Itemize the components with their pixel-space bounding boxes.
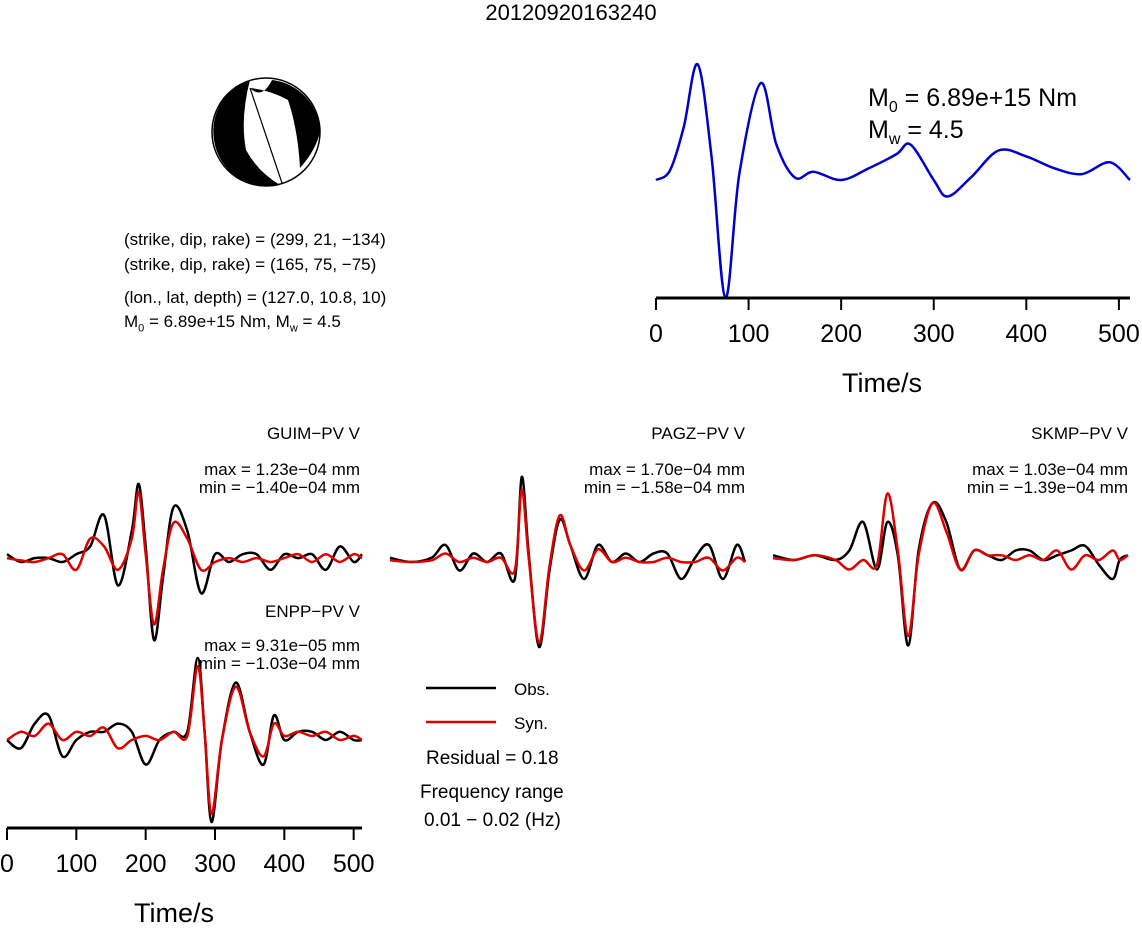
obs-line <box>772 500 1129 647</box>
frequency-value: 0.01 − 0.02 (Hz) <box>424 810 561 831</box>
stf-m0-label: M0 = 6.89e+15 Nm <box>868 84 1078 116</box>
bottom-tick-label: 100 <box>55 850 97 878</box>
stf-line <box>655 63 1131 300</box>
station-name: PAGZ−PV V <box>651 424 745 443</box>
station-name: GUIM−PV V <box>266 424 360 443</box>
station-max: max = 1.03e−04 mm <box>972 460 1128 479</box>
station-min: min = −1.58e−04 mm <box>583 478 745 497</box>
bottom-tick-label: 400 <box>263 850 305 878</box>
syn-line <box>389 488 746 645</box>
station-min: min = −1.39e−04 mm <box>966 478 1128 497</box>
station-name: SKMP−PV V <box>1031 424 1128 443</box>
stf-tick-label: 100 <box>728 320 770 348</box>
syn-line <box>6 490 363 626</box>
nodal-plane-2: (strike, dip, rake) = (165, 75, −75) <box>124 255 377 274</box>
beachball-icon <box>211 77 321 187</box>
station-name: ENPP−PV V <box>265 602 360 621</box>
bottom-tick-label: 500 <box>333 850 375 878</box>
stf-x-axis-label: Time/s <box>842 368 922 398</box>
stf-tick-label: 300 <box>913 320 955 348</box>
station-max: max = 1.23e−04 mm <box>204 460 360 479</box>
bottom-tick-label: 0 <box>0 850 14 878</box>
moment-info: M0 = 6.89e+15 Nm, Mw = 4.5 <box>124 312 341 335</box>
stf-tick-label: 200 <box>820 320 862 348</box>
obs-line <box>6 482 363 642</box>
station-max: max = 9.31e−05 mm <box>204 636 360 655</box>
frequency-title: Frequency range <box>420 782 564 803</box>
legend-obs-label: Obs. <box>514 680 550 699</box>
location-depth: (lon., lat, depth) = (127.0, 10.8, 10) <box>124 288 387 307</box>
stf-tick-label: 400 <box>1005 320 1047 348</box>
syn-line <box>6 664 363 816</box>
station-max: max = 1.70e−04 mm <box>589 460 745 479</box>
station-min: min = −1.40e−04 mm <box>198 478 360 497</box>
figure-title: 20120920163240 <box>485 0 657 25</box>
legend-syn-label: Syn. <box>514 714 549 733</box>
stf-tick-label: 0 <box>649 320 663 348</box>
residual-label: Residual = 0.18 <box>426 748 559 769</box>
syn-line <box>772 492 1129 638</box>
bottom-x-axis-label: Time/s <box>134 898 214 928</box>
bottom-tick-label: 200 <box>125 850 167 878</box>
bottom-tick-label: 300 <box>194 850 236 878</box>
stf-mw-label: Mw = 4.5 <box>868 116 964 148</box>
nodal-plane-1: (strike, dip, rake) = (299, 21, −134) <box>124 230 386 249</box>
station-min: min = −1.03e−04 mm <box>198 654 360 673</box>
stf-tick-label: 500 <box>1098 320 1140 348</box>
